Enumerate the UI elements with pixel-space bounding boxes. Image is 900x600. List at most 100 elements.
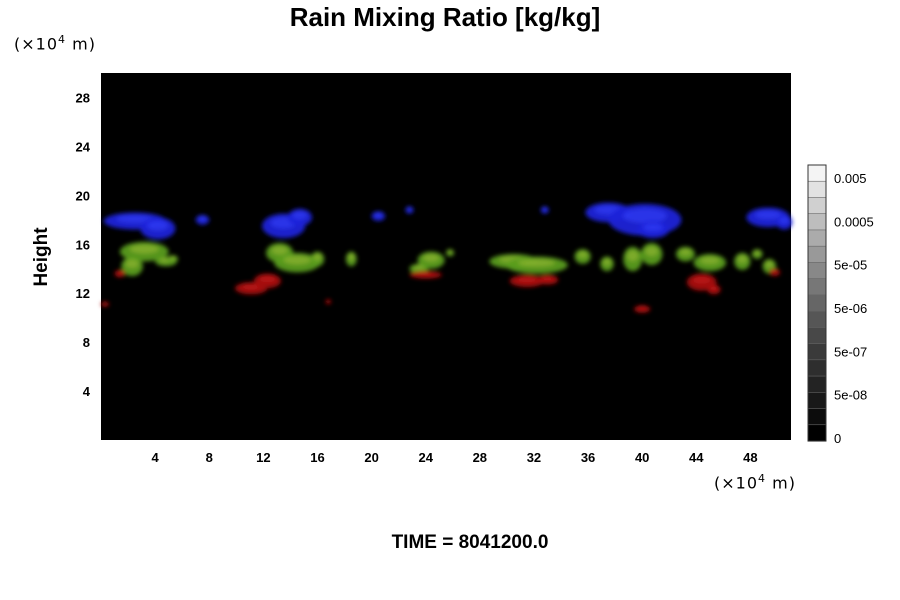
chart-title: Rain Mixing Ratio [kg/kg] xyxy=(289,2,601,32)
x-tick-label-1: 8 xyxy=(206,450,213,465)
green-core-0 xyxy=(129,244,159,254)
x-tick-label-10: 44 xyxy=(689,450,704,465)
colorbar-swatch-5 xyxy=(807,245,827,264)
green-core-3 xyxy=(169,256,176,260)
red-core-6 xyxy=(516,276,538,283)
x-unit-suffix: m) xyxy=(766,473,796,493)
blue-core-12 xyxy=(779,217,790,224)
y-tick-label-0: 4 xyxy=(83,384,91,399)
colorbar-label-2: 5e-05 xyxy=(834,258,867,273)
red-core-2 xyxy=(241,284,261,290)
y-tick-label-1: 8 xyxy=(83,335,90,350)
green-core-1 xyxy=(125,259,139,269)
blue-core-4 xyxy=(292,211,308,220)
colorbar-swatch-10 xyxy=(807,327,827,345)
red-core-1 xyxy=(102,302,108,305)
colorbar-swatch-14 xyxy=(807,391,827,410)
colorbar-swatch-1 xyxy=(807,180,827,199)
green-core-18 xyxy=(700,256,720,265)
green-core-15 xyxy=(627,250,639,262)
colorbar-swatch-9 xyxy=(807,310,827,328)
green-core-6 xyxy=(313,253,322,261)
green-core-13 xyxy=(577,251,588,258)
green-core-21 xyxy=(765,261,774,268)
blue-core-5 xyxy=(374,212,383,218)
green-core-5 xyxy=(283,255,311,265)
colorbar-swatch-4 xyxy=(807,229,827,247)
y-tick-labels: 4 8 12 16 20 24 28 xyxy=(76,90,91,399)
x-tick-label-7: 32 xyxy=(527,450,541,465)
red-core-8 xyxy=(637,306,648,310)
blue-core-10 xyxy=(643,223,663,232)
blue-core-0 xyxy=(116,215,154,223)
colorbar-label-3: 5e-06 xyxy=(834,301,867,316)
y-tick-label-6: 28 xyxy=(76,90,90,105)
green-core-7 xyxy=(348,253,355,261)
green-core-10 xyxy=(447,250,453,254)
colorbar-swatch-16 xyxy=(807,424,827,442)
colorbar-swatch-13 xyxy=(807,375,827,393)
y-tick-label-3: 16 xyxy=(76,237,90,252)
colorbar-swatch-3 xyxy=(807,213,827,231)
x-unit-prefix: (×10 xyxy=(714,473,759,493)
green-core-8 xyxy=(423,254,440,262)
x-tick-label-5: 24 xyxy=(418,450,433,465)
y-tick-label-5: 24 xyxy=(76,139,91,154)
colorbar-label-0: 0.005 xyxy=(834,171,867,186)
blue-core-7 xyxy=(542,207,548,211)
green-core-9 xyxy=(413,265,425,270)
colorbar-label-1: 0.0005 xyxy=(834,214,874,229)
time-label: TIME = 8041200.0 xyxy=(391,532,549,553)
red-core-0 xyxy=(116,271,124,275)
y-unit-suffix: m) xyxy=(66,34,96,54)
green-core-19 xyxy=(737,255,748,264)
red-core-9 xyxy=(692,276,711,284)
y-unit-prefix: (×10 xyxy=(14,34,59,54)
colorbar-frame xyxy=(807,164,827,442)
green-core-12 xyxy=(517,259,556,267)
y-tick-label-2: 12 xyxy=(76,286,90,301)
colorbar-labels: 0.005 0.0005 5e-05 5e-06 5e-07 5e-08 0 xyxy=(834,171,874,446)
plot-area xyxy=(101,73,791,440)
colorbar-swatch-0 xyxy=(807,164,827,182)
red-core-3 xyxy=(259,275,276,283)
red-core-4 xyxy=(326,300,330,303)
x-tick-label-4: 20 xyxy=(364,450,378,465)
blue-core-2 xyxy=(198,216,207,221)
red-core-10 xyxy=(709,286,718,291)
y-tick-label-4: 20 xyxy=(76,188,90,203)
green-core-16 xyxy=(645,246,659,257)
x-tick-label-3: 16 xyxy=(310,450,324,465)
green-core-20 xyxy=(753,250,761,256)
x-tick-label-11: 48 xyxy=(743,450,757,465)
y-axis-unit: (×104 m) xyxy=(14,33,96,53)
y-unit-exponent: 4 xyxy=(58,33,67,46)
colorbar xyxy=(807,164,827,442)
blue-core-9 xyxy=(622,208,667,223)
x-tick-labels: 4 8 12 16 20 24 28 32 36 40 44 48 xyxy=(152,450,758,465)
x-tick-label-8: 36 xyxy=(581,450,595,465)
green-core-14 xyxy=(602,258,612,266)
red-core-11 xyxy=(771,269,779,274)
colorbar-swatch-2 xyxy=(807,197,827,215)
x-axis-unit: (×104 m) xyxy=(714,472,796,492)
red-core-7 xyxy=(540,276,554,281)
x-tick-label-0: 4 xyxy=(152,450,160,465)
blue-core-11 xyxy=(755,210,781,220)
colorbar-swatch-7 xyxy=(807,278,827,296)
colorbar-swatch-12 xyxy=(807,359,827,377)
x-tick-label-9: 40 xyxy=(635,450,649,465)
colorbar-label-6: 0 xyxy=(834,431,841,446)
colorbar-swatch-8 xyxy=(807,294,827,312)
colorbar-label-5: 5e-08 xyxy=(834,388,867,403)
blue-core-1 xyxy=(147,220,169,231)
colorbar-swatch-11 xyxy=(807,343,827,361)
colorbar-swatch-15 xyxy=(807,408,827,426)
x-tick-label-2: 12 xyxy=(256,450,270,465)
green-core-17 xyxy=(679,248,692,256)
colorbar-label-4: 5e-07 xyxy=(834,344,867,359)
plot-content xyxy=(101,202,793,313)
green-core-4 xyxy=(271,245,288,255)
blue-core-6 xyxy=(407,207,412,211)
